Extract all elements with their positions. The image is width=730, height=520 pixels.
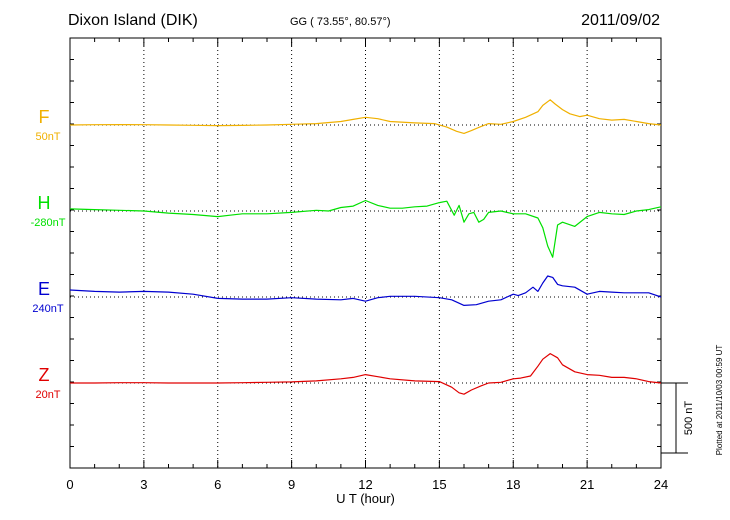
series-baseline-e: 240nT [32, 303, 63, 315]
x-tick-label: 3 [140, 477, 147, 492]
series-baseline-h: -280nT [31, 217, 66, 229]
x-tick-label: 0 [66, 477, 73, 492]
series-line-f [69, 99, 662, 134]
station-coordinates: GG ( 73.55°, 80.57°) [290, 16, 391, 28]
x-tick-label: 6 [214, 477, 221, 492]
series-line-h [69, 199, 662, 258]
series-name-f: F [39, 107, 50, 127]
series-baseline-z: 20nT [35, 389, 60, 401]
x-tick-label: 9 [288, 477, 295, 492]
series-name-h: H [38, 193, 51, 213]
series-name-e: E [38, 279, 50, 299]
x-tick-label: 24 [654, 477, 668, 492]
scale-bar-label: 500 nT [683, 401, 695, 436]
x-tick-label: 15 [432, 477, 446, 492]
x-tick-label: 18 [506, 477, 520, 492]
date-label: 2011/09/02 [581, 12, 660, 29]
station-title: Dixon Island (DIK) [68, 12, 198, 29]
series-line-e [69, 275, 662, 306]
series-baseline-f: 50nT [35, 131, 60, 143]
x-tick-label: 21 [580, 477, 594, 492]
x-axis-label: U T (hour) [336, 491, 395, 506]
series-line-z [70, 353, 662, 395]
series-name-z: Z [39, 365, 50, 385]
plotted-at-note: Plotted at 2011/10/03 00:59 UT [715, 345, 724, 456]
x-tick-label: 12 [358, 477, 372, 492]
